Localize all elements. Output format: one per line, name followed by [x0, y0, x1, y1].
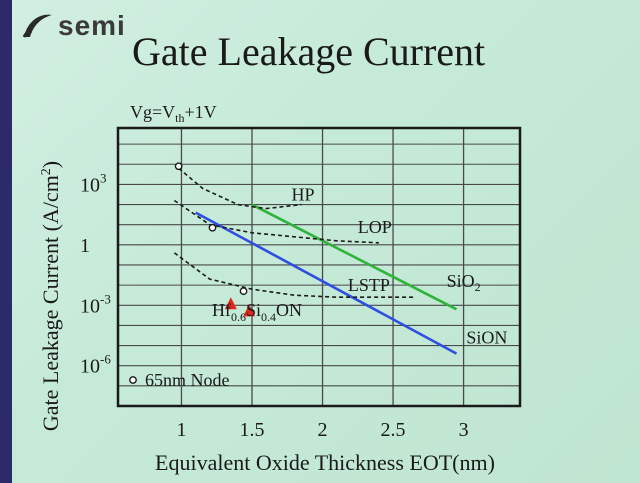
- node-marker: [208, 223, 217, 232]
- slide-left-bar: [0, 0, 12, 483]
- page-title: Gate Leakage Current: [132, 29, 486, 74]
- chart-grid: [118, 128, 520, 407]
- y-tick-label: 1: [80, 235, 90, 257]
- series-line-sio: [251, 203, 458, 311]
- logo-text: semi: [58, 10, 126, 41]
- semi-swoosh-icon: [22, 14, 52, 38]
- series-label-sion: SiON: [466, 328, 507, 348]
- markers: [174, 162, 256, 317]
- y-tick-label: 10-6: [80, 352, 111, 378]
- series-label-hp: HP: [291, 185, 314, 205]
- condition-label: Vg=Vth+1V: [130, 102, 217, 125]
- x-tick-label: 1.5: [240, 419, 265, 441]
- series-line-lop: [173, 199, 379, 244]
- series-layer: SiO2 SiON HP LOP LSTP: [173, 167, 507, 355]
- series-line-hp: [178, 167, 302, 210]
- x-tick-label: 3: [459, 419, 469, 441]
- x-axis-label: Equivalent Oxide Thickness EOT(nm): [155, 450, 495, 475]
- node-legend: 65nm Node: [129, 370, 230, 390]
- x-tick-label: 1: [176, 419, 186, 441]
- y-tick-label: 103: [80, 170, 107, 196]
- node-legend-marker: [129, 376, 137, 384]
- node-marker: [174, 162, 183, 171]
- node-legend-label: 65nm Node: [145, 370, 230, 390]
- hfsion-triangle: [243, 304, 256, 317]
- x-axis-ticks: 1 1.5 2 2.5 3: [176, 419, 468, 441]
- series-label-lstp: LSTP: [348, 275, 390, 295]
- hfsion-triangle: [224, 297, 237, 310]
- y-axis-ticks: 103 1 10-3 10-6: [80, 170, 111, 377]
- x-tick-label: 2: [318, 419, 328, 441]
- y-axis-label: Gate Leakage Current (A/cm2): [38, 161, 63, 431]
- hfsion-label: Hf0.6Si0.4ON: [212, 300, 302, 324]
- y-tick-label: 10-3: [80, 291, 111, 317]
- hfsion-text: Hf0.6Si0.4ON: [212, 300, 302, 324]
- series-label-lop: LOP: [358, 217, 392, 237]
- x-tick-label: 2.5: [381, 419, 406, 441]
- node-marker: [239, 287, 248, 296]
- plot-frame: [116, 126, 522, 408]
- semi-logo: semi: [20, 10, 126, 42]
- series-label-sio: SiO2: [447, 271, 481, 294]
- series-line-lstp: [173, 252, 415, 299]
- series-line-sion: [194, 211, 458, 355]
